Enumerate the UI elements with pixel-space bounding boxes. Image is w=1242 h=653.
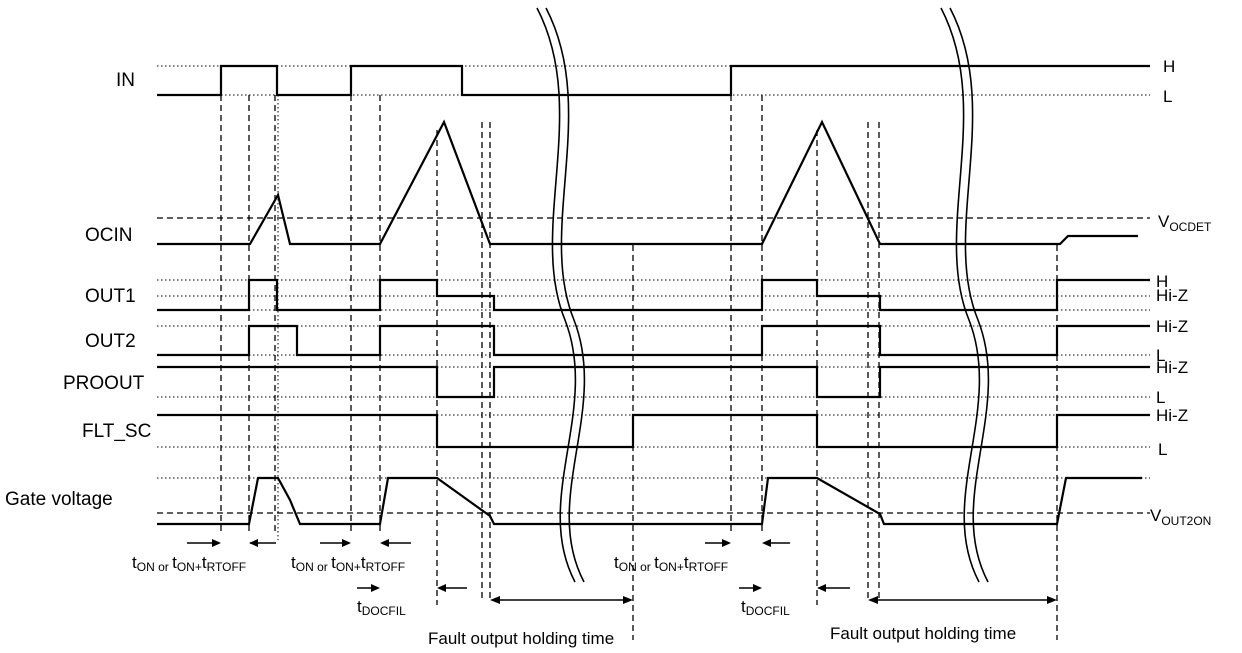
annotation-ton-1: tON or tON+tRTOFF <box>132 553 246 574</box>
label-proout: PROOUT <box>63 373 145 394</box>
level-out1-hiz: Hi-Z <box>1156 286 1188 305</box>
gate-voltage-waveform <box>157 476 1142 526</box>
vocdet-main: V <box>1158 212 1170 231</box>
time-break-left <box>536 7 586 583</box>
in-waveform <box>157 64 1150 97</box>
annotation-fault-holding-2: Fault output holding time <box>830 624 1016 643</box>
level-vocdet: VOCDET <box>1158 212 1212 234</box>
annotation-ton-3: tON or tON+tRTOFF <box>614 553 728 574</box>
level-flt-sc-l: L <box>1158 440 1167 459</box>
level-in-l: L <box>1163 87 1172 106</box>
level-proout-l: L <box>1156 388 1165 407</box>
level-in-h: H <box>1163 57 1175 76</box>
out1-waveform <box>157 278 1150 312</box>
proout-waveform <box>157 365 1150 399</box>
label-out1: OUT1 <box>85 286 136 307</box>
vocdet-sub: OCDET <box>1169 220 1212 234</box>
ocin-waveform <box>157 119 1138 246</box>
annotation-ton-2: tON or tON+tRTOFF <box>291 553 405 574</box>
level-flt-sc-hiz: Hi-Z <box>1156 406 1188 425</box>
label-flt-sc: FLT_SC <box>82 421 151 442</box>
label-ocin: OCIN <box>85 225 133 246</box>
label-in: IN <box>116 70 135 91</box>
flt-sc-waveform <box>157 413 1150 449</box>
level-out2-hiz: Hi-Z <box>1156 317 1188 336</box>
level-vout2on: VOUT2ON <box>1150 506 1211 528</box>
vout2on-main: V <box>1150 506 1162 525</box>
label-gate-voltage: Gate voltage <box>5 489 113 510</box>
label-out2: OUT2 <box>85 331 136 352</box>
time-break-right <box>940 7 990 583</box>
level-proout-hiz: Hi-Z <box>1156 358 1188 377</box>
annotation-tdocfil-1: tDOCFIL <box>357 597 406 618</box>
annotation-fault-holding-1: Fault output holding time <box>428 629 614 648</box>
out2-waveform <box>157 324 1150 357</box>
vout2on-sub: OUT2ON <box>1161 514 1211 528</box>
level-out2-l: L <box>1156 346 1165 365</box>
annotation-tdocfil-2: tDOCFIL <box>741 597 790 618</box>
timing-arrows <box>187 539 1057 604</box>
level-out1-h: H <box>1156 272 1168 291</box>
reference-lines <box>157 65 1150 479</box>
